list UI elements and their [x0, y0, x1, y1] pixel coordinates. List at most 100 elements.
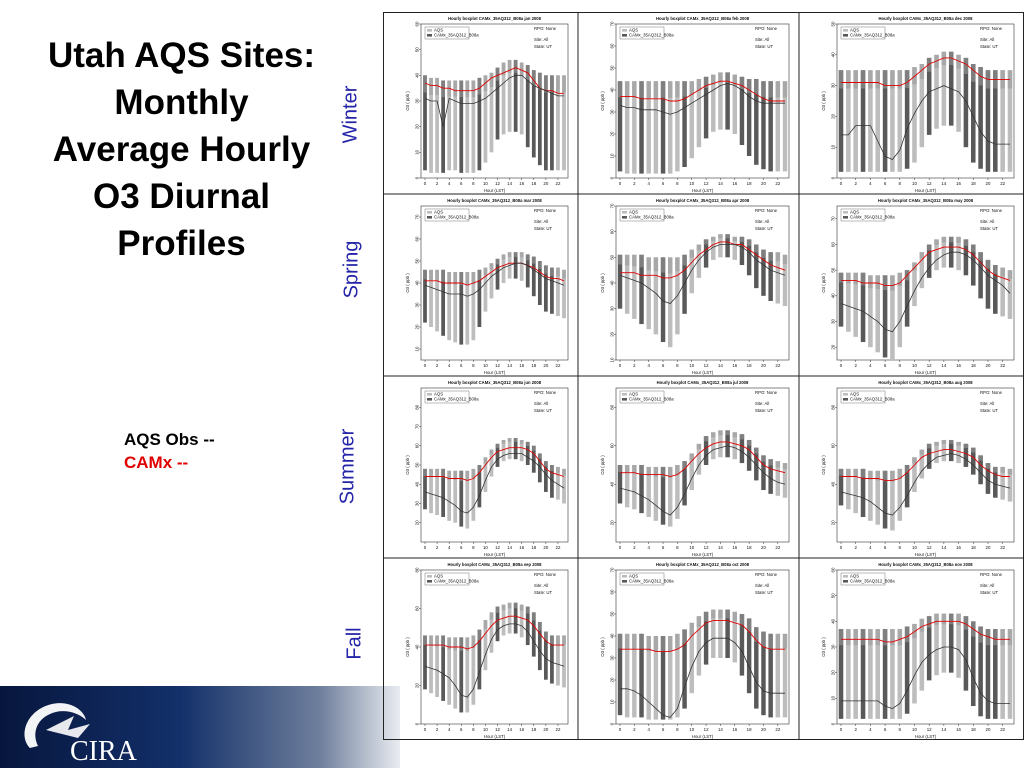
y-tick-label: 50 [415, 258, 420, 263]
box [739, 614, 745, 676]
box [477, 465, 482, 508]
box-cap [703, 239, 709, 245]
box-cap [519, 439, 524, 444]
box [682, 629, 687, 709]
box [725, 72, 730, 130]
box [689, 249, 694, 294]
x-tick-label: 6 [884, 181, 887, 186]
box-cap [739, 236, 745, 242]
legend-label: AQS [850, 210, 859, 215]
box [718, 609, 723, 658]
x-tick-label: 12 [495, 727, 500, 732]
x-tick-label: 14 [941, 727, 946, 732]
box [993, 265, 998, 314]
box [956, 236, 961, 271]
legend-box [840, 208, 886, 222]
box [985, 70, 991, 172]
box-cap [435, 77, 439, 95]
box [746, 439, 752, 471]
box [732, 236, 738, 260]
y-axis-label: O3 ( ppb ) [405, 455, 410, 475]
box-cap [875, 629, 881, 646]
chart-title: Hourly boxplot CAMx_35AQ312_B08a nov 200… [878, 562, 973, 567]
box-cap [696, 244, 702, 251]
box-cap [897, 468, 903, 479]
y-tick-label: 0 [610, 176, 615, 179]
box [477, 77, 482, 171]
x-tick-label: 6 [460, 181, 463, 186]
x-tick-label: 6 [884, 363, 887, 368]
box-cap [754, 244, 759, 253]
box-cap [875, 470, 881, 481]
box-cap [550, 267, 554, 276]
box-cap [632, 81, 637, 98]
y-tick-label: 60 [415, 606, 420, 611]
info-rpo: RPO: None [755, 208, 778, 213]
x-axis-label: Hour (LST) [915, 552, 937, 557]
x-tick-label: 20 [761, 545, 766, 550]
box [934, 239, 939, 271]
y-axis-label: O3 ( ppb ) [600, 637, 605, 657]
y-tick-label: 10 [415, 149, 420, 154]
box [617, 81, 623, 172]
box-cap [501, 604, 506, 611]
box [483, 620, 488, 671]
x-axis-label: Hour (LST) [692, 370, 714, 375]
x-tick-label: 4 [869, 727, 872, 732]
box-cap [667, 636, 673, 652]
box [675, 81, 680, 172]
box [501, 604, 506, 636]
box [556, 466, 560, 500]
box-cap [846, 629, 851, 646]
box [495, 258, 500, 290]
y-tick-label: 70 [415, 214, 420, 219]
y-tick-label: 10 [831, 144, 836, 149]
box-cap [970, 64, 976, 82]
box [639, 465, 644, 514]
box [477, 629, 482, 690]
box-cap [904, 70, 910, 88]
box-cap [519, 62, 524, 76]
box [660, 466, 666, 525]
info-rpo: RPO: None [980, 26, 1003, 31]
box [531, 70, 536, 158]
box-cap [689, 81, 694, 96]
box-cap [667, 466, 673, 478]
x-axis-label: Hour (LST) [915, 188, 937, 193]
info-rpo: RPO: None [534, 26, 557, 31]
x-tick-label: 22 [556, 181, 561, 186]
box [775, 633, 781, 718]
y-tick-label: 0 [831, 176, 836, 179]
box [1000, 629, 1005, 719]
legend-swatch [427, 211, 432, 214]
box-cap [993, 466, 998, 473]
box-cap [525, 254, 530, 261]
box [696, 443, 702, 475]
x-tick-label: 8 [472, 727, 475, 732]
y-axis-label: O3 ( ppb ) [405, 273, 410, 293]
box [882, 70, 888, 172]
box [941, 613, 947, 673]
x-tick-label: 6 [460, 545, 463, 550]
x-tick-label: 6 [662, 181, 665, 186]
x-tick-label: 20 [986, 545, 991, 550]
x-tick-label: 10 [912, 545, 917, 550]
box [696, 616, 702, 676]
x-tick-label: 22 [775, 363, 780, 368]
box [882, 629, 888, 719]
box [904, 70, 910, 169]
box [453, 272, 458, 343]
y-tick-label: 30 [415, 98, 420, 103]
info-site: Site: All [534, 401, 548, 406]
chart-panel: Hourly boxplot CAMx_35AQ312_B08a feb 200… [600, 16, 790, 193]
box [489, 263, 494, 299]
box [471, 80, 476, 173]
box [732, 432, 738, 460]
legend-swatch [427, 580, 432, 583]
box-cap [471, 468, 476, 479]
box-cap [978, 252, 983, 261]
